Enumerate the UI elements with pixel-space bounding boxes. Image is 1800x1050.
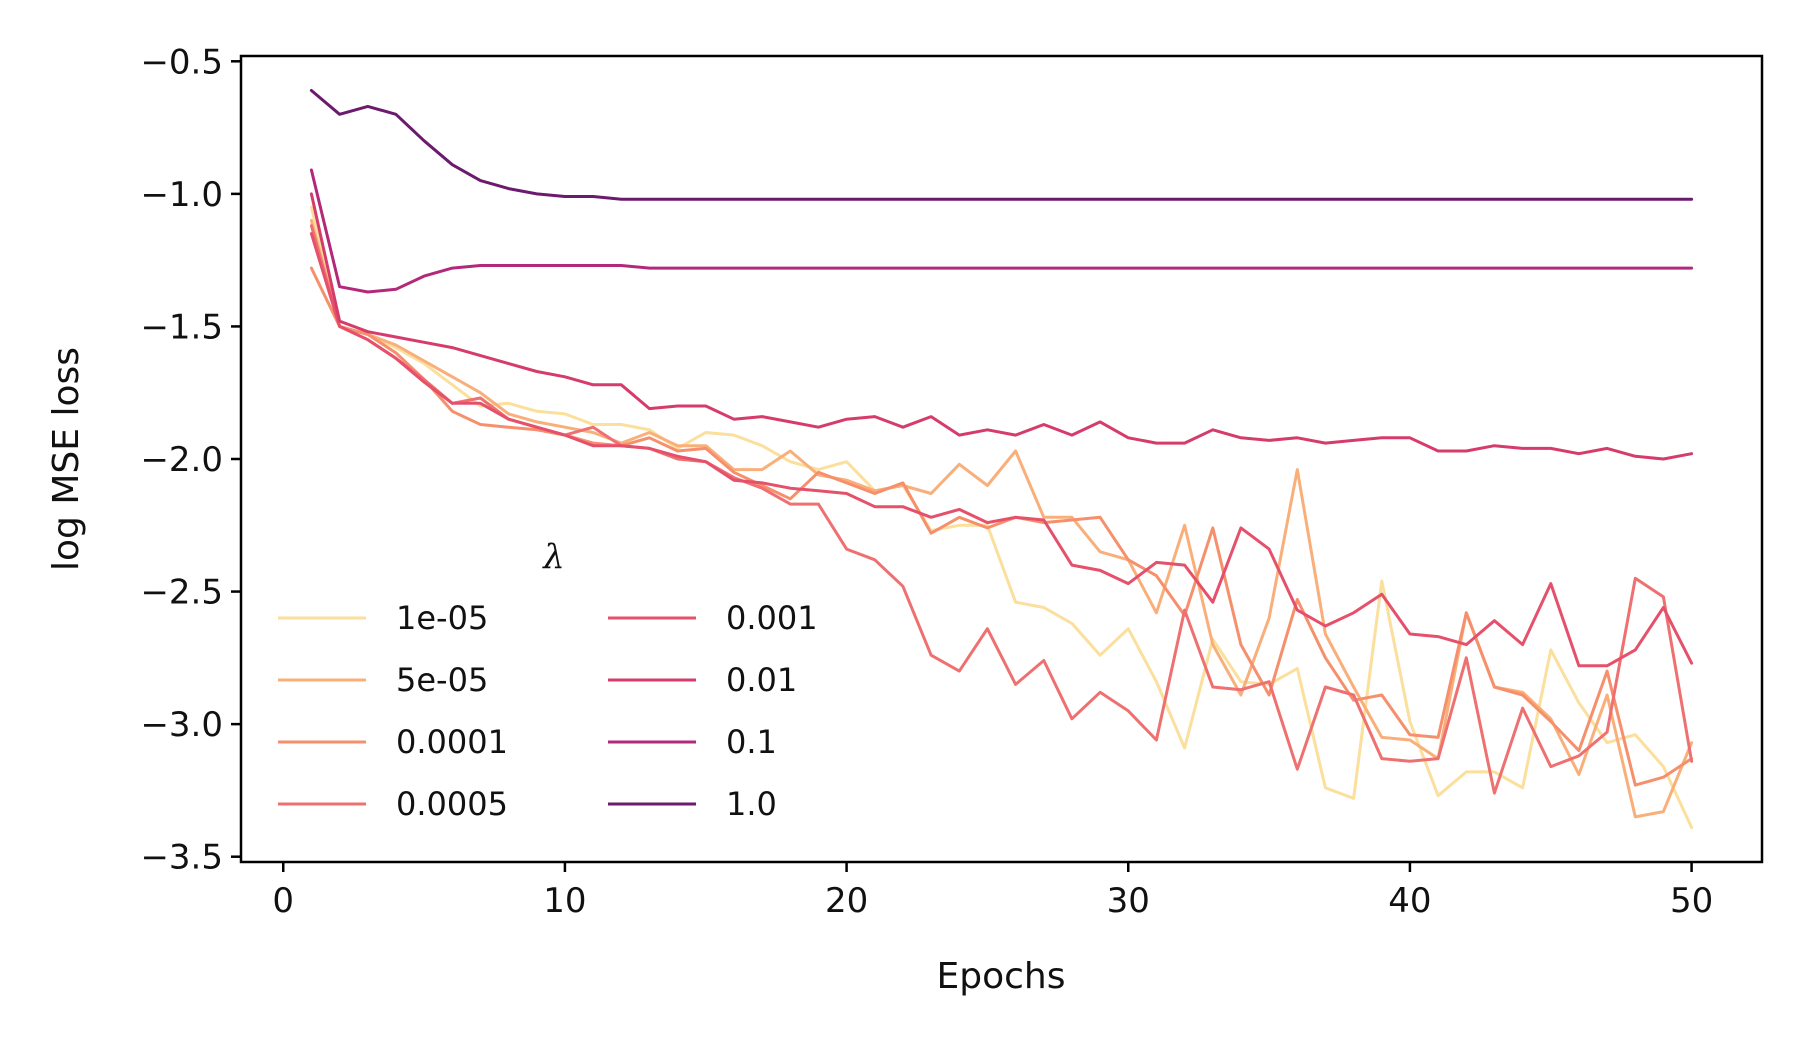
legend-item: 0.1	[608, 723, 777, 761]
series-line-0	[309, 205, 1694, 829]
x-tick-label: 0	[272, 881, 294, 921]
legend-label: 0.001	[726, 599, 818, 637]
x-tick-label: 10	[543, 881, 586, 921]
legend-label: 0.0005	[396, 785, 508, 823]
y-axis-label: log MSE loss	[46, 347, 87, 571]
legend-label: 1.0	[726, 785, 777, 823]
legend-label: 0.01	[726, 661, 797, 699]
x-tick-label: 20	[825, 881, 868, 921]
series-layer	[309, 89, 1694, 829]
legend-item: 1e-05	[278, 599, 488, 637]
x-tick-label: 30	[1107, 881, 1150, 921]
y-tick-label: −2.5	[140, 573, 223, 613]
series-line-4	[309, 232, 1694, 668]
y-tick-label: −1.0	[140, 175, 223, 215]
x-tick-label: 50	[1670, 881, 1713, 921]
legend-item: 1.0	[608, 785, 777, 823]
y-tick-label: −3.0	[140, 705, 223, 745]
series-line-7	[309, 89, 1694, 201]
legend-label: 5e-05	[396, 661, 488, 699]
legend-title: λ	[541, 537, 565, 577]
x-tick-label: 40	[1388, 881, 1431, 921]
legend-label: 1e-05	[396, 599, 488, 637]
series-line-6	[309, 168, 1694, 294]
legend-item: 5e-05	[278, 661, 488, 699]
series-line-3	[309, 224, 1694, 795]
y-tick-label: −3.5	[140, 838, 223, 878]
series-line-2	[309, 266, 1694, 787]
y-tick-label: −0.5	[140, 42, 223, 82]
legend-item: 0.0001	[278, 723, 508, 761]
y-tick-label: −1.5	[140, 307, 223, 347]
x-axis-label: Epochs	[937, 956, 1066, 997]
legend: λ 1e-05 5e-05 0.0001 0.0005 0.001 0.01 0.1 1.0	[278, 537, 818, 823]
legend-item: 0.01	[608, 661, 797, 699]
legend-item: 0.001	[608, 599, 818, 637]
legend-item: 0.0005	[278, 785, 508, 823]
axis-ticks: 0 10 20 30 40 50 −0.5 −1.0 −1.5 −2.0 −2.5 −3.0 −3.5	[140, 42, 1713, 921]
y-tick-label: −2.0	[140, 440, 223, 480]
legend-label: 0.1	[726, 723, 777, 761]
series-line-5	[309, 192, 1694, 461]
legend-label: 0.0001	[396, 723, 508, 761]
